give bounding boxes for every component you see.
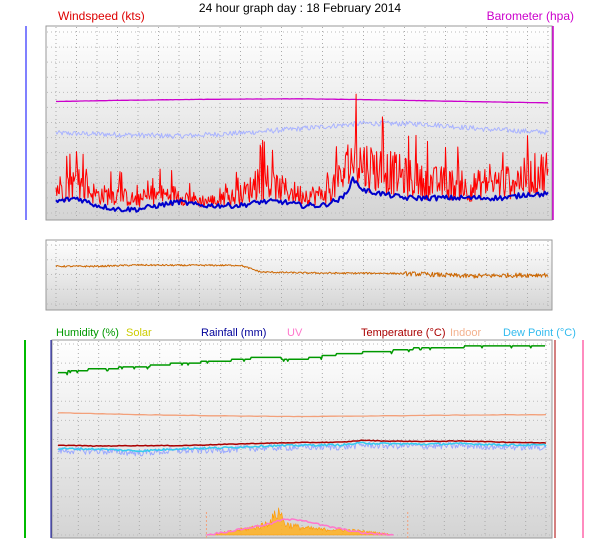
wind-direction-line [55,263,549,279]
rainfall-legend: Rainfall (mm) [201,327,266,339]
barometer-line [55,98,548,104]
uv-line [206,518,394,536]
uv-legend: UV [287,327,303,339]
humidity-legend: Humidity (%) [56,327,119,339]
average-wind-line [55,176,549,213]
panel2-series [55,263,549,279]
faint-blue-trace [55,120,549,139]
dewpoint-legend: Dew Point (°C) [503,327,576,339]
indoor-legend: Indoor [450,327,482,339]
solar-legend: Solar [126,327,152,339]
humidity-line [58,345,545,376]
faint-band-line [57,441,547,457]
temperature-line [57,439,547,447]
panel3-grid [53,341,551,538]
chart-title: 24 hour graph day : 18 February 2014 [199,1,401,15]
barometer-axis-label: Barometer (hpa) [487,9,574,23]
panel3-series [57,345,547,536]
panel1-series [55,93,549,213]
windspeed-axis-label: Windspeed (kts) [58,9,145,23]
indoor-line [57,412,547,418]
dewpoint-line [57,441,547,453]
panel1-grid [47,27,551,219]
windspeed-line [55,93,549,208]
temperature-legend: Temperature (°C) [361,327,445,339]
